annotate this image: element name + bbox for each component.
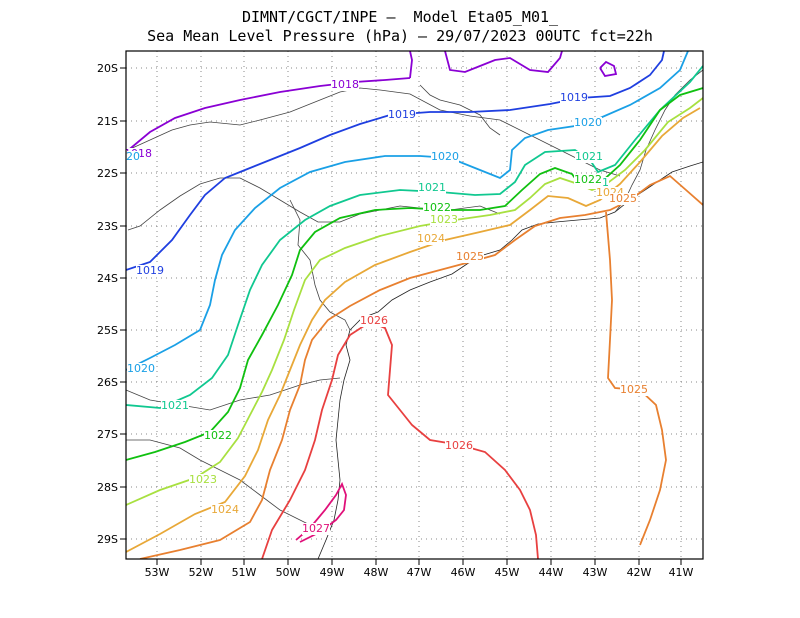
isobar-1019 [126, 51, 665, 271]
y-tick-label: 28S [97, 481, 118, 494]
plot-frame [125, 50, 704, 560]
axis-ticks: 53W 52W 51W 50W 49W 48W 47W 46W 45W 44W 43W 42W 41W 2… [97, 62, 694, 579]
contour-label-1020: 1020 [431, 150, 459, 163]
y-tick-label: 24S [97, 272, 118, 285]
contour-label-1025: 1025 [620, 383, 648, 396]
x-tick-label: 45W [495, 566, 520, 579]
y-tick-label: 20S [97, 62, 118, 75]
contour-label-1021: 1021 [161, 399, 189, 412]
contour-label-1022: 1022 [574, 173, 602, 186]
isobar-1026 [261, 320, 539, 559]
contour-label-1021: 1021 [575, 150, 603, 163]
y-tick-label: 21S [97, 115, 118, 128]
x-tick-label: 52W [189, 566, 214, 579]
x-tick-label: 48W [364, 566, 389, 579]
contour-label-1019: 1019 [388, 108, 416, 121]
isobar-1018 [126, 77, 411, 153]
x-tick-label: 43W [583, 566, 608, 579]
contour-label-1025: 1025 [609, 192, 637, 205]
x-tick-label: 50W [276, 566, 301, 579]
contour-label-1019: 1019 [560, 91, 588, 104]
isobar-1023 [126, 97, 703, 506]
contour-label-1021: 1021 [418, 181, 446, 194]
x-tick-label: 47W [407, 566, 432, 579]
isobar-1025-east [605, 211, 667, 546]
contour-label-1018: 1018 [331, 78, 359, 91]
contour-label-1022: 1022 [423, 201, 451, 214]
y-tick-label: 25S [97, 324, 118, 337]
x-tick-label: 49W [320, 566, 345, 579]
x-tick-label: 53W [145, 566, 170, 579]
contour-label-1020: 1020 [127, 362, 155, 375]
isobar-1022 [126, 87, 703, 461]
map-title-line2: Sea Mean Level Pressure (hPa) – 29/07/20… [147, 27, 653, 45]
y-tick-label: 29S [97, 533, 118, 546]
contour-label-1022: 1022 [204, 429, 232, 442]
contour-labels: 1018101810191019101910201020102010201021… [112, 78, 648, 535]
x-tick-label: 42W [627, 566, 652, 579]
y-tick-label: 23S [97, 220, 118, 233]
y-tick-label: 27S [97, 428, 118, 441]
contour-label-1019: 1019 [136, 264, 164, 277]
contour-label-1020: 1020 [112, 150, 140, 163]
contour-label-1023: 1023 [189, 473, 217, 486]
x-tick-label: 51W [232, 566, 257, 579]
x-tick-label: 41W [669, 566, 694, 579]
contour-label-1025: 1025 [456, 250, 484, 263]
y-tick-label: 22S [97, 167, 118, 180]
y-tick-label: 26S [97, 376, 118, 389]
contour-label-1020: 1020 [574, 116, 602, 129]
coastline [126, 69, 703, 559]
isobar-1018-north [409, 51, 618, 79]
contour-label-1023: 1023 [430, 213, 458, 226]
contour-label-1026: 1026 [445, 439, 473, 452]
map-title-line1: DIMNT/CGCT/INPE – Model Eta05_M01_ [241, 8, 559, 26]
contour-label-1024: 1024 [211, 503, 239, 516]
x-tick-label: 44W [539, 566, 564, 579]
contour-label-1024: 1024 [417, 232, 445, 245]
contour-label-1027: 1027 [302, 522, 330, 535]
contour-label-1026: 1026 [360, 314, 388, 327]
x-tick-label: 46W [451, 566, 476, 579]
